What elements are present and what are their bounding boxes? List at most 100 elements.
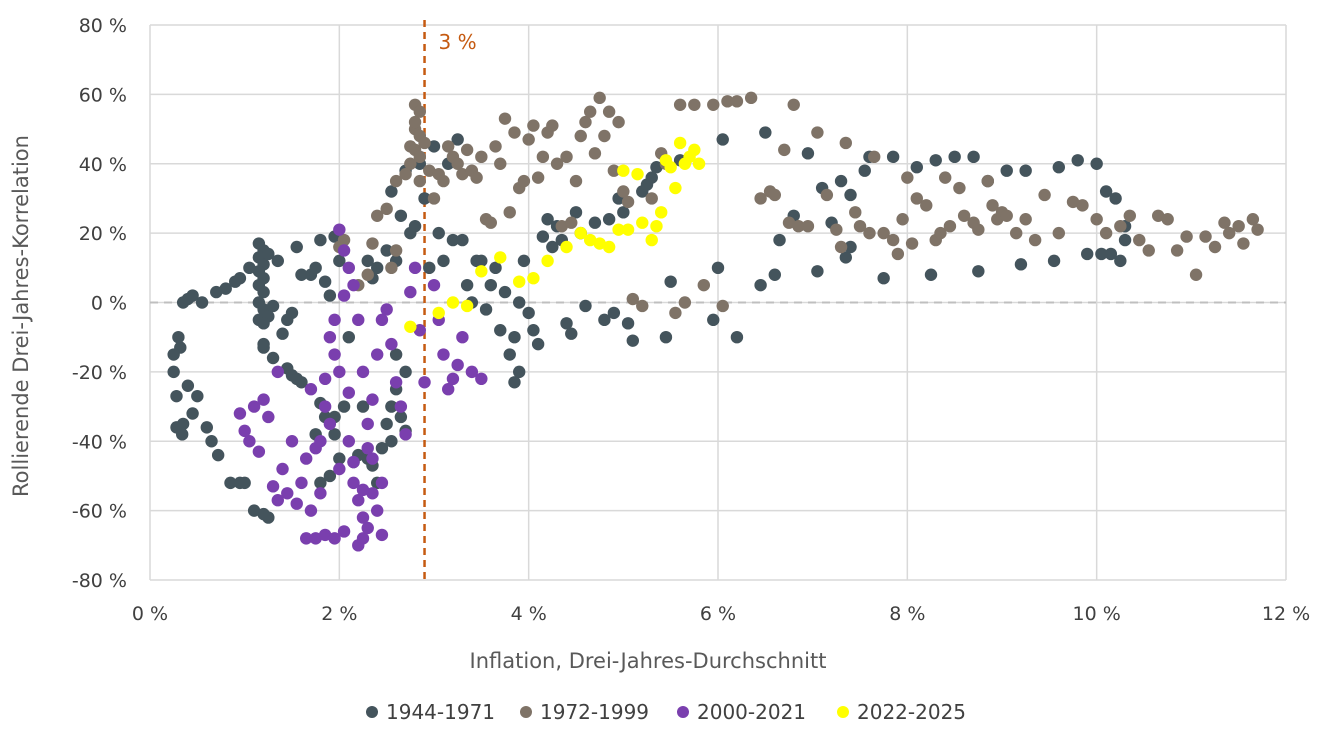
- data-point: [787, 98, 800, 111]
- data-point: [527, 119, 540, 132]
- data-point: [650, 219, 663, 233]
- data-point: [375, 441, 389, 455]
- data-point: [972, 223, 985, 236]
- data-point: [1251, 223, 1264, 236]
- data-point: [408, 219, 422, 233]
- data-point: [484, 216, 497, 229]
- data-point: [413, 174, 426, 188]
- y-tick-label: -80 %: [72, 570, 127, 592]
- data-point: [560, 150, 573, 164]
- data-point: [389, 244, 403, 257]
- data-point: [612, 223, 625, 236]
- data-point: [555, 219, 568, 233]
- data-point: [1010, 226, 1023, 240]
- data-point: [541, 254, 554, 268]
- data-point: [536, 230, 550, 243]
- data-point: [801, 219, 815, 233]
- data-point: [211, 448, 225, 462]
- data-point: [167, 365, 180, 379]
- legend-marker: [837, 706, 849, 718]
- data-point: [318, 528, 332, 542]
- data-point: [607, 306, 621, 320]
- data-point: [271, 365, 284, 379]
- data-point: [314, 233, 327, 247]
- data-point: [560, 240, 573, 254]
- data-point: [257, 317, 270, 330]
- data-point: [423, 164, 436, 177]
- data-point: [205, 435, 218, 448]
- data-point: [508, 376, 521, 389]
- data-point: [711, 261, 725, 275]
- data-point: [868, 150, 881, 164]
- data-point: [257, 393, 270, 406]
- data-point: [617, 206, 630, 219]
- data-point: [323, 417, 337, 431]
- data-point: [905, 237, 919, 250]
- data-point: [730, 95, 744, 108]
- data-point: [494, 157, 507, 170]
- legend-item: 1944-1971: [366, 700, 495, 724]
- data-point: [612, 115, 625, 129]
- data-point: [271, 254, 284, 268]
- legend-marker: [366, 706, 378, 718]
- threshold-label: 3 %: [439, 30, 477, 54]
- data-point: [953, 181, 966, 195]
- data-point: [513, 296, 526, 309]
- data-point: [423, 261, 436, 275]
- data-point: [811, 265, 824, 278]
- data-point: [361, 417, 374, 431]
- data-point: [934, 226, 947, 240]
- data-point: [593, 91, 606, 105]
- data-point: [314, 487, 327, 500]
- data-point: [366, 237, 379, 250]
- data-point: [574, 226, 587, 240]
- data-point: [1189, 268, 1203, 281]
- data-point: [664, 161, 677, 174]
- data-point: [1180, 230, 1193, 243]
- data-point: [304, 383, 318, 396]
- data-point: [337, 400, 351, 413]
- data-point: [929, 154, 942, 167]
- data-point: [602, 240, 616, 254]
- data-point: [565, 327, 578, 340]
- data-point: [541, 213, 554, 226]
- data-point: [584, 233, 597, 247]
- data-point: [768, 268, 781, 281]
- data-point: [342, 330, 355, 344]
- data-point: [645, 171, 658, 184]
- data-point: [830, 223, 843, 236]
- data-point: [389, 376, 403, 389]
- data-point: [688, 143, 701, 157]
- data-point: [389, 174, 403, 188]
- data-point: [285, 435, 299, 448]
- data-point: [886, 233, 900, 247]
- data-point: [342, 435, 355, 448]
- data-point: [910, 192, 923, 205]
- data-point: [621, 195, 635, 209]
- data-point: [437, 254, 450, 268]
- data-point: [399, 365, 412, 379]
- data-point: [782, 216, 796, 229]
- data-point: [356, 511, 370, 524]
- data-point: [394, 400, 408, 413]
- data-point: [569, 206, 583, 219]
- data-point: [394, 410, 408, 424]
- data-point: [849, 206, 862, 219]
- data-point: [730, 330, 744, 344]
- data-point: [418, 376, 431, 389]
- legend: 1944-1971 1972-1999 2000-2021 2022-2025: [366, 700, 966, 724]
- data-point: [1066, 195, 1080, 209]
- x-axis-title: Inflation, Drei-Jahres-Durchschnitt: [470, 649, 827, 673]
- data-point: [853, 219, 867, 233]
- data-point: [1038, 188, 1051, 202]
- data-point: [972, 265, 985, 278]
- data-point: [174, 341, 187, 354]
- data-point: [1161, 213, 1174, 226]
- data-point: [536, 150, 550, 164]
- data-point: [584, 105, 597, 118]
- data-point: [513, 365, 526, 379]
- data-point: [352, 313, 365, 327]
- data-point: [475, 265, 488, 278]
- data-point: [318, 372, 332, 386]
- data-point: [896, 213, 909, 226]
